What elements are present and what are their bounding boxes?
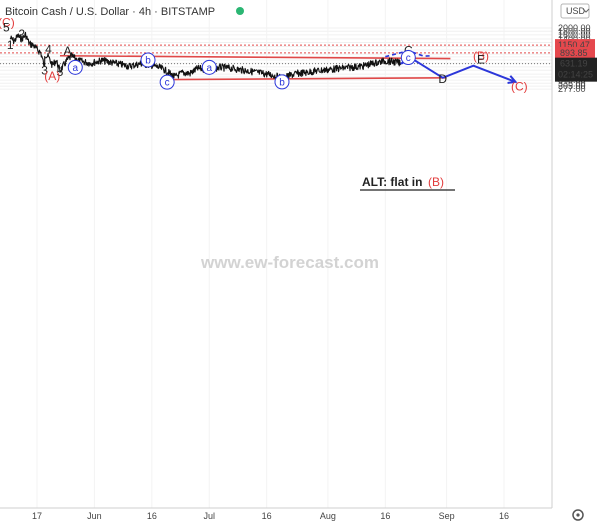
price-tick-label: 335.00 [558,78,586,88]
settings-button[interactable] [572,509,584,521]
price-tick-label: 1600.00 [558,30,591,40]
alt-label: ALT: flat in (B) [360,175,455,191]
chevron-down-icon [582,8,590,13]
wave-label: 4 [45,42,52,56]
price-tick-label: 1800.00 [558,26,591,36]
triangle-channel [59,54,451,81]
wave-label: 5 [57,65,64,79]
chart-title: Bitcoin Cash / U.S. Dollar · 4h · BITSTA… [5,6,215,18]
time-axis[interactable]: 17 Jun 16 Jul 16 Aug 16 Sep 16 [0,507,552,521]
gear-icon-center [576,513,580,517]
time-tick-label: 16 [262,511,272,521]
wave-label: 3 [41,63,48,77]
circled-wave-label: b [279,77,285,88]
alt-label-text: ALT: flat in [362,175,422,189]
time-tick-label: 17 [32,511,42,521]
wave-label: (B) [473,49,489,63]
time-tick-label: 16 [499,511,509,521]
level-tag-1150-text: 1150.47 [558,40,590,50]
market-status-dot [236,7,244,15]
circled-label-ring [201,59,217,75]
wave-label: A [64,44,72,58]
wave-label: (C) [511,80,528,94]
level-tag-893: 893.85 [555,46,595,59]
price-tick-label: 2000.00 [558,23,591,33]
wave-label: 2 [18,27,25,41]
circled-label-ring [67,59,83,75]
circled-label-ring [274,74,290,90]
current-price-text: 631.19 [560,59,588,69]
current-price-tag: 631.19 02:14:25 [555,57,597,82]
price-tick-label: 305.00 [558,81,586,91]
circled-label-ring [159,74,175,90]
circled-wave-label: a [206,63,212,74]
circled-wave-label: c [406,53,411,64]
circled-wave-label: b [145,56,151,67]
time-tick-label: Sep [439,511,455,521]
wave-label: E [477,53,485,67]
circled-label-ring [400,50,416,66]
circled-label-ring [140,52,156,68]
wave-label: 5 [3,20,10,34]
time-tick-label: Jul [203,511,215,521]
time-tick-label: Jun [87,511,102,521]
channel-lower-line [167,76,447,81]
channel-upper-line [59,54,451,60]
time-tick-label: Aug [320,511,336,521]
price-tick-label: 277.00 [558,84,586,94]
circled-wave-label: c [165,78,170,89]
wave-label: D [438,72,447,86]
time-tick-label: 16 [380,511,390,521]
currency-label: USD [566,6,586,16]
time-axis-ticks: 17 Jun 16 Jul 16 Aug 16 Sep 16 [32,511,509,521]
currency-button[interactable]: USD [560,3,590,19]
wave-label: (C) [0,15,15,29]
wave-label: 1 [7,38,14,52]
alt-label-wave: (B) [428,175,444,189]
price-tags: 1150.47 893.85 631.19 02:14:25 [555,39,597,82]
projection-arrow-head [507,75,518,84]
circled-wave-label: a [72,63,78,74]
watermark-text: www.ew-forecast.com [200,253,379,272]
gear-icon [572,509,584,521]
countdown-text: 02:14:25 [558,70,593,80]
price-tick-label: 1400.00 [558,34,591,44]
horizontal-levels [0,44,552,65]
level-tag-893-text: 893.85 [560,48,588,58]
wave-label: (A) [44,69,60,83]
time-tick-label: 16 [147,511,157,521]
